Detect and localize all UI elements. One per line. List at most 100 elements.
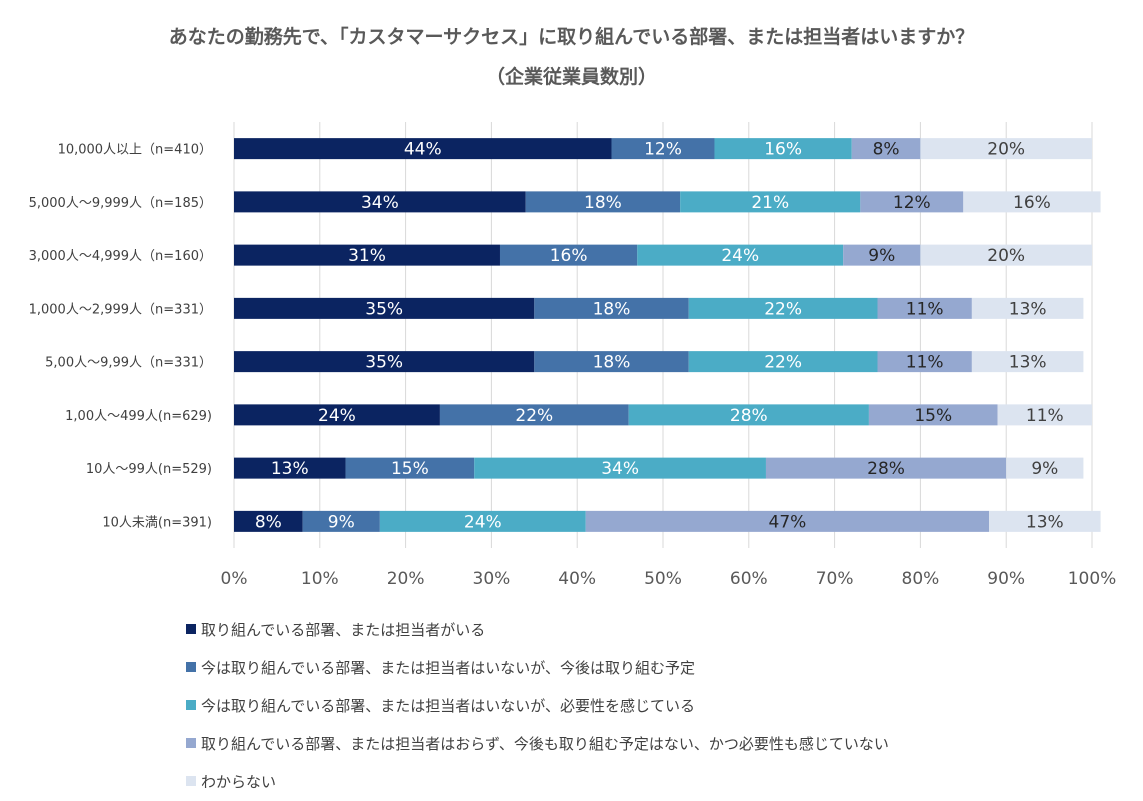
bar-segment <box>234 244 500 266</box>
bar-segment <box>765 457 1007 479</box>
bar-segment <box>611 138 715 160</box>
x-tick-label: 50% <box>644 569 682 589</box>
bar-segment <box>234 297 535 319</box>
data-label: 34% <box>601 459 639 479</box>
bar-segment <box>963 191 1101 213</box>
legend-item: 取り組んでいる部署、または担当者がいる <box>186 610 889 648</box>
data-label: 13% <box>1009 353 1047 373</box>
bar-segment <box>868 404 998 426</box>
category-label: 3,000人～4,999人（n=160） <box>29 249 212 264</box>
x-tick-label: 100% <box>1068 569 1117 589</box>
data-label: 21% <box>751 193 789 213</box>
bar-segment <box>843 244 921 266</box>
x-tick-label: 60% <box>730 569 768 589</box>
legend-item: 今は取り組んでいる部署、または担当者はいないが、今後は取り組む予定 <box>186 648 889 686</box>
bar-segment <box>714 138 852 160</box>
bar-segment <box>234 457 346 479</box>
category-label: 1,00人～499人(n=629) <box>65 409 212 424</box>
data-label: 22% <box>515 406 553 426</box>
legend-item: 今は取り組んでいる部署、または担当者はいないが、必要性を感じている <box>186 686 889 724</box>
data-label: 8% <box>255 512 282 532</box>
x-tick-label: 0% <box>221 569 248 589</box>
bar-segment <box>989 510 1101 532</box>
x-tick-label: 90% <box>987 569 1025 589</box>
data-label: 44% <box>404 140 442 160</box>
legend-swatch <box>186 738 196 748</box>
data-label: 12% <box>644 140 682 160</box>
bar-segment <box>877 297 972 319</box>
data-label: 9% <box>1031 459 1058 479</box>
data-label: 34% <box>361 193 399 213</box>
chart-subtitle: （企業従業員数別） <box>485 66 657 88</box>
bar-segment <box>525 191 681 213</box>
bar-segment <box>234 404 440 426</box>
data-label: 24% <box>464 512 502 532</box>
x-tick-label: 70% <box>816 569 854 589</box>
x-tick-label: 40% <box>558 569 596 589</box>
data-label: 28% <box>867 459 905 479</box>
bar-segment <box>1006 457 1084 479</box>
data-label: 13% <box>1009 299 1047 319</box>
category-label: 5,00人～9,99人（n=331） <box>45 356 212 371</box>
bar-segment <box>234 510 303 532</box>
legend-item: 取り組んでいる部署、または担当者はおらず、今後も取り組む予定はない、かつ必要性も… <box>186 724 889 762</box>
category-label: 1,000人～2,999人（n=331） <box>29 302 212 317</box>
legend-swatch <box>186 700 196 710</box>
bar-segment <box>345 457 475 479</box>
data-label: 12% <box>893 193 931 213</box>
legend-swatch <box>186 776 196 786</box>
bar-segment <box>474 457 766 479</box>
bar-segment <box>920 244 1092 266</box>
bar-segment <box>860 191 964 213</box>
category-label: 10人未満(n=391) <box>102 515 212 530</box>
data-label: 35% <box>365 353 403 373</box>
data-label: 16% <box>1013 193 1051 213</box>
bar-segment <box>534 297 689 319</box>
bar-segment <box>688 297 878 319</box>
legend-label: 取り組んでいる部署、または担当者はおらず、今後も取り組む予定はない、かつ必要性も… <box>201 734 889 753</box>
data-label: 24% <box>318 406 356 426</box>
data-label: 8% <box>873 140 900 160</box>
data-label: 18% <box>584 193 622 213</box>
x-tick-label: 80% <box>902 569 940 589</box>
chart-title: あなたの勤務先で、「カスタマーサクセス」に取り組んでいる部署、または担当者はいま… <box>168 26 975 48</box>
bar-segment <box>585 510 990 532</box>
bar-segment <box>680 191 861 213</box>
data-label: 15% <box>914 406 952 426</box>
bar-segment <box>234 351 535 373</box>
data-label: 16% <box>764 140 802 160</box>
bar-segment <box>997 404 1092 426</box>
legend: 取り組んでいる部署、または担当者がいる 今は取り組んでいる部署、または担当者はい… <box>186 610 889 800</box>
data-label: 20% <box>987 140 1025 160</box>
data-label: 35% <box>365 299 403 319</box>
data-label: 9% <box>868 246 895 266</box>
data-label: 47% <box>769 512 807 532</box>
data-label: 13% <box>271 459 309 479</box>
legend-swatch <box>186 624 196 634</box>
bar-segment <box>971 351 1084 373</box>
bar-segment <box>920 138 1092 160</box>
data-label: 18% <box>593 299 631 319</box>
bar-segment <box>628 404 869 426</box>
bar-segment <box>499 244 638 266</box>
data-label: 11% <box>1026 406 1064 426</box>
data-label: 31% <box>348 246 386 266</box>
bar-segment <box>234 191 526 213</box>
legend-label: 取り組んでいる部署、または担当者がいる <box>201 620 486 639</box>
x-tick-label: 30% <box>473 569 511 589</box>
bar-segment <box>877 351 972 373</box>
bar-segment <box>439 404 629 426</box>
data-label: 28% <box>730 406 768 426</box>
bar-segment <box>534 351 689 373</box>
bar-segment <box>379 510 586 532</box>
legend-label: 今は取り組んでいる部署、または担当者はいないが、必要性を感じている <box>201 696 695 715</box>
data-label: 20% <box>987 246 1025 266</box>
x-tick-label: 20% <box>387 569 425 589</box>
bar-segment <box>302 510 380 532</box>
data-label: 11% <box>906 353 944 373</box>
bar-segment <box>637 244 844 266</box>
legend-swatch <box>186 662 196 672</box>
data-label: 22% <box>764 353 802 373</box>
data-label: 15% <box>391 459 429 479</box>
legend-label: わからない <box>201 772 277 791</box>
